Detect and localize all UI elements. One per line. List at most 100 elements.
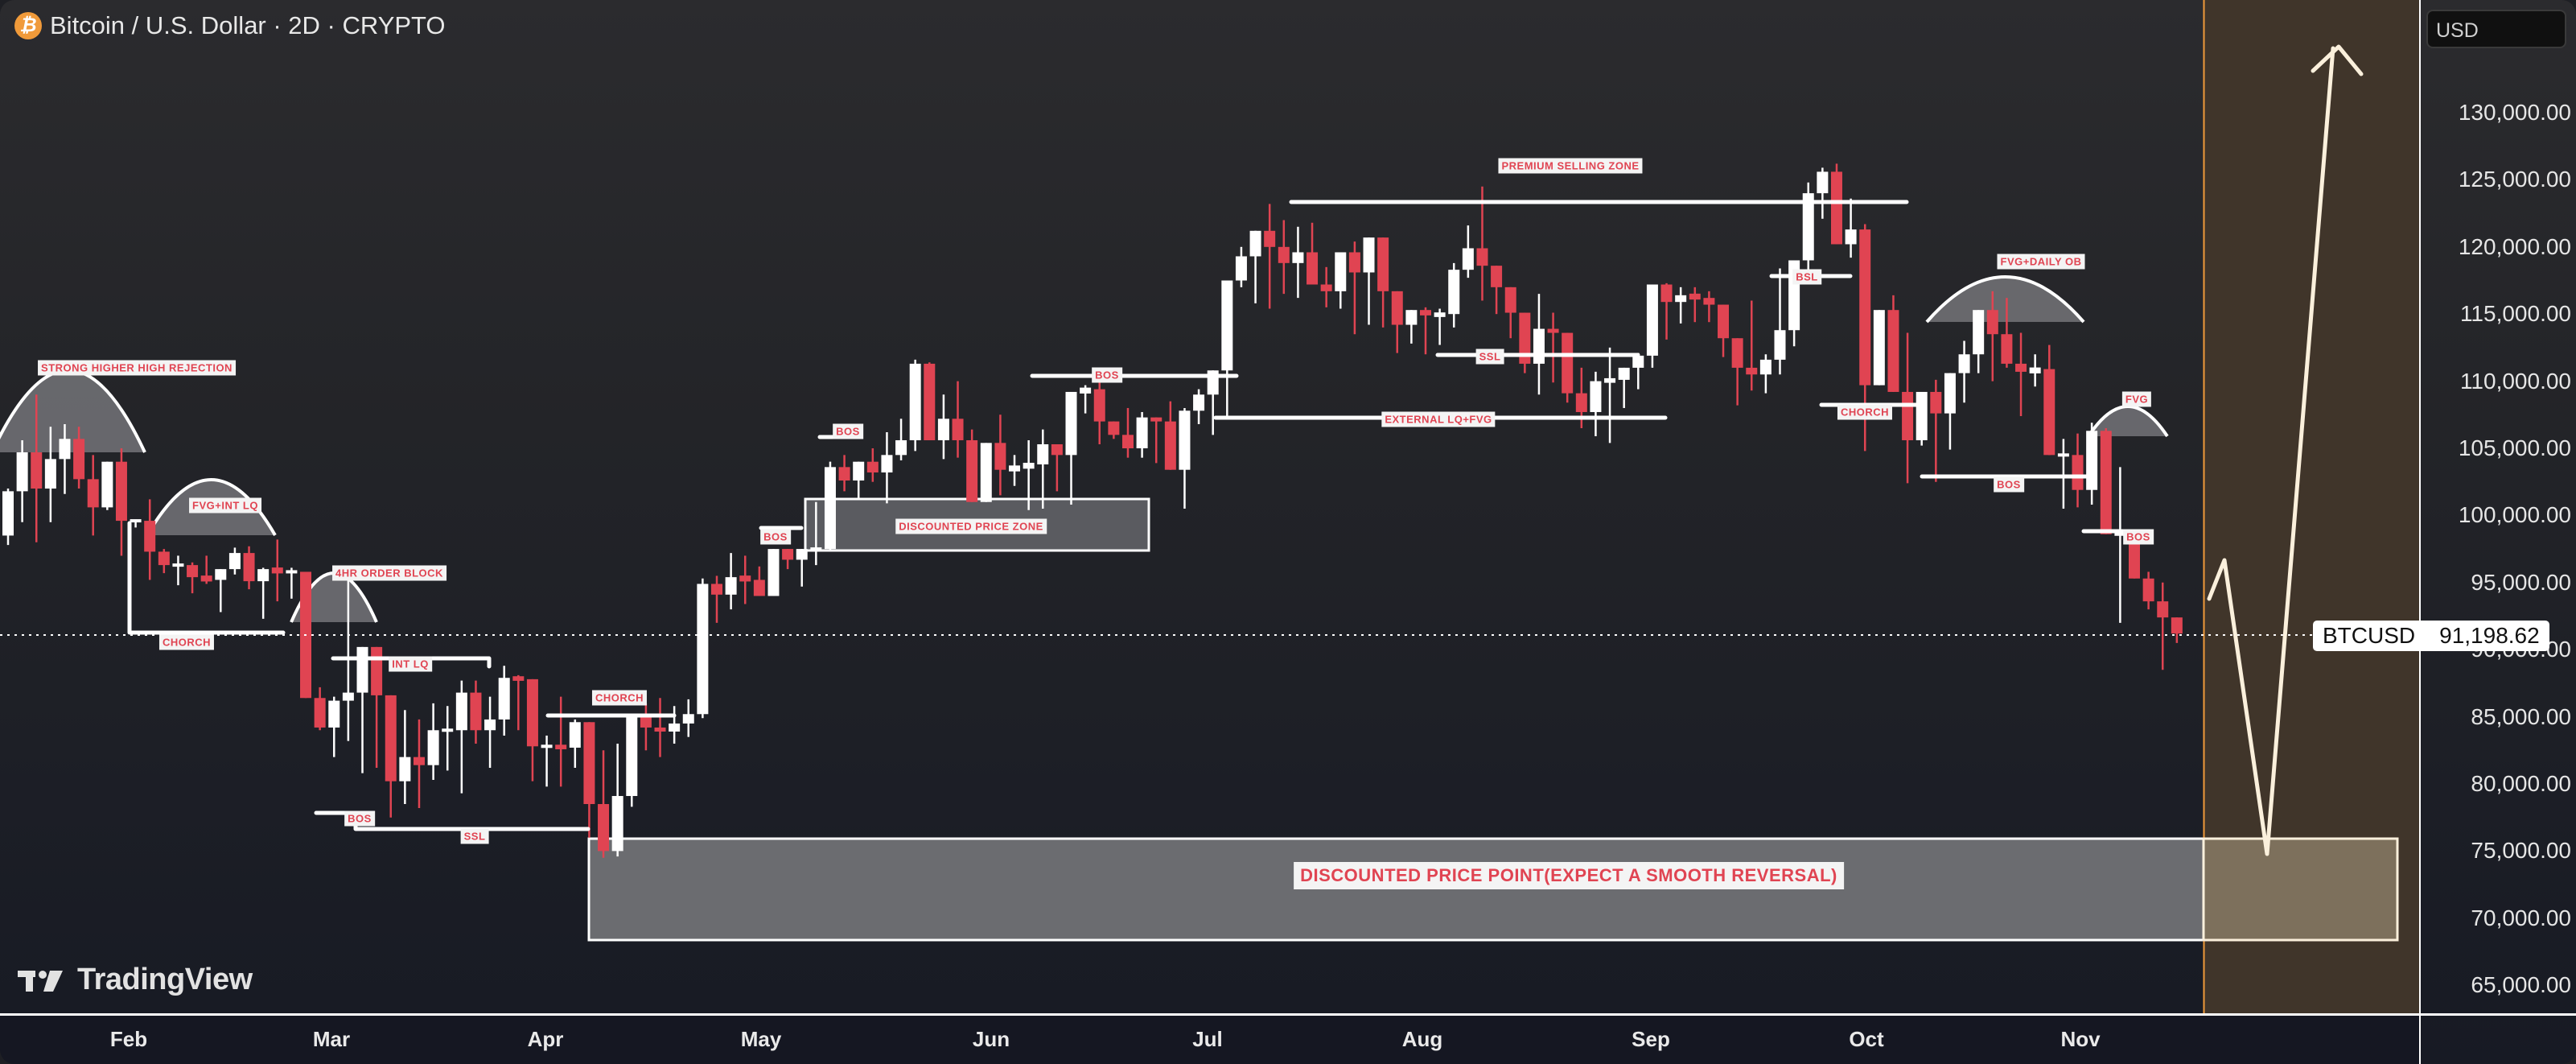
annotation-ssl-2[interactable]: SSL <box>1475 348 1504 365</box>
candle <box>356 646 368 773</box>
candle <box>115 448 127 556</box>
time-tick: Jul <box>1192 1027 1223 1051</box>
candle <box>1944 373 1956 450</box>
candle <box>1420 307 1431 355</box>
candle <box>1746 300 1758 391</box>
bitcoin-icon: ₿ <box>14 12 42 39</box>
annotation-bos-1[interactable]: BOS <box>344 810 375 827</box>
chart-canvas[interactable] <box>0 0 2420 1014</box>
annotation-external-lq[interactable]: EXTERNAL LQ+FVG <box>1381 411 1496 427</box>
candle <box>1207 370 1219 435</box>
candle <box>1675 287 1687 324</box>
candle <box>1802 182 1814 270</box>
candle <box>611 743 623 857</box>
candle <box>215 569 227 612</box>
annotation-discounted-zone[interactable]: DISCOUNTED PRICE ZONE <box>895 518 1047 534</box>
candle <box>1902 332 1914 484</box>
candle <box>1264 204 1276 309</box>
strong-hh-arc-zone <box>0 369 146 453</box>
annotation-bos-4[interactable]: BOS <box>1092 367 1122 383</box>
annotation-ob-4hr[interactable]: 4HR ORDER BLOCK <box>332 565 446 581</box>
axis-divider-horizontal <box>0 1013 2576 1016</box>
annotation-discounted-point[interactable]: DISCOUNTED PRICE POINT(EXPECT A SMOOTH R… <box>1294 862 1844 889</box>
annotation-bos-3[interactable]: BOS <box>760 529 791 545</box>
candle <box>1405 310 1418 344</box>
time-tick: Oct <box>1849 1027 1884 1051</box>
annotation-chorch-1[interactable]: CHORCH <box>158 634 215 650</box>
candle <box>937 394 949 460</box>
candle <box>1618 367 1630 408</box>
candle <box>810 501 822 566</box>
candle <box>371 646 383 768</box>
candle <box>2142 571 2154 610</box>
annotation-strong-hh[interactable]: STRONG HIGHER HIGH REJECTION <box>38 360 236 376</box>
candle <box>1434 308 1446 345</box>
candle <box>1292 226 1304 299</box>
candle <box>1632 353 1644 390</box>
candle <box>1504 287 1516 339</box>
annotation-chorch-3[interactable]: CHORCH <box>1837 404 1893 420</box>
candle <box>1363 237 1375 325</box>
candle <box>1916 391 1928 446</box>
annotation-fvg-int-lq[interactable]: FVG+INT LQ <box>189 497 261 513</box>
annotation-bsl[interactable]: BSL <box>1792 269 1821 285</box>
current-price-tag: BTCUSD 91,198.62 <box>2313 621 2549 651</box>
candle <box>1703 291 1715 323</box>
annotation-fvg[interactable]: FVG <box>2121 391 2152 407</box>
candle <box>994 414 1006 496</box>
currency-selector[interactable]: USD <box>2426 10 2566 48</box>
candle <box>924 362 936 440</box>
annotation-bos-2[interactable]: BOS <box>833 423 863 439</box>
candle <box>286 567 298 599</box>
discounted-price-zone-box <box>804 497 1150 552</box>
candle <box>697 578 709 719</box>
price-tag-value: 91,198.62 <box>2439 623 2540 648</box>
candle <box>328 696 340 757</box>
candle <box>1093 381 1105 444</box>
candle <box>866 448 879 482</box>
candle <box>1660 282 1673 340</box>
price-axis[interactable]: 130,000.00 125,000.00 120,000.00 115,000.00… <box>2420 0 2576 1014</box>
candle <box>1646 284 1658 368</box>
candle <box>1037 429 1049 509</box>
annotation-int-lq[interactable]: INT LQ <box>389 656 432 672</box>
annotation-premium[interactable]: PREMIUM SELLING ZONE <box>1498 158 1643 174</box>
candle <box>1150 417 1162 464</box>
time-tick: Jun <box>972 1027 1010 1051</box>
price-tick: 120,000.00 <box>2458 233 2571 259</box>
candle <box>767 549 780 596</box>
candle <box>413 719 425 809</box>
candle <box>442 706 454 771</box>
candle <box>1689 287 1701 323</box>
time-axis[interactable]: Feb Mar Apr May Jun Jul Aug Sep Oct Nov <box>0 1016 2420 1064</box>
price-tick: 80,000.00 <box>2471 771 2571 796</box>
price-tag-symbol: BTCUSD <box>2323 623 2416 648</box>
candle <box>1973 310 1985 373</box>
candle <box>1491 266 1503 315</box>
price-tick: 95,000.00 <box>2471 569 2571 595</box>
candle <box>669 706 681 744</box>
annotation-chorch-2[interactable]: CHORCH <box>591 690 648 706</box>
candle <box>2 489 14 546</box>
annotation-ssl-1[interactable]: SSL <box>460 828 489 844</box>
discounted-price-point-box <box>587 837 2399 942</box>
candle <box>1136 411 1148 458</box>
price-tick: 85,000.00 <box>2471 703 2571 729</box>
candle <box>455 680 467 794</box>
candle <box>427 703 439 780</box>
annotation-fvg-daily-ob[interactable]: FVG+DAILY OB <box>1997 254 2085 270</box>
candle <box>952 381 964 458</box>
axis-divider-vertical <box>2419 0 2421 1064</box>
candle <box>1377 237 1389 328</box>
annotation-bos-6[interactable]: BOS <box>2123 529 2154 545</box>
candle <box>824 461 836 552</box>
candle <box>130 519 142 528</box>
tradingview-logo[interactable]: TradingView <box>18 963 253 997</box>
tradingview-icon <box>18 970 63 992</box>
candle <box>626 716 638 807</box>
annotation-bos-5[interactable]: BOS <box>1994 476 2024 493</box>
candle <box>314 687 326 731</box>
candle <box>541 735 553 787</box>
candle <box>2157 582 2169 670</box>
candle <box>172 555 184 586</box>
